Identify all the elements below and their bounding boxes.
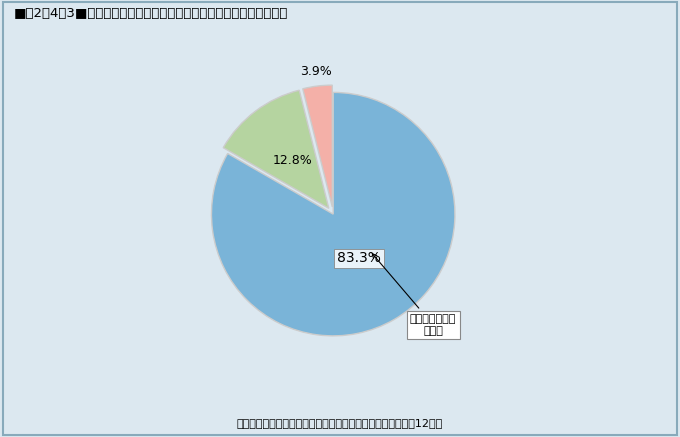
Text: 83.3%: 83.3% bbox=[337, 251, 381, 265]
Text: 建物倒壊による
圧死等: 建物倒壊による 圧死等 bbox=[373, 254, 456, 336]
Text: 3.9%: 3.9% bbox=[300, 65, 332, 78]
Wedge shape bbox=[303, 85, 333, 207]
Wedge shape bbox=[211, 92, 455, 336]
Text: ■図2－4－3■　阪神・淡路大震災における牲牲者（神戸市内）の死因: ■図2－4－3■ 阪神・淡路大震災における牲牲者（神戸市内）の死因 bbox=[14, 7, 288, 20]
Wedge shape bbox=[223, 90, 329, 208]
Text: 出典：「神戸市内における検死統計」（兵庫県監察医，平成12年）: 出典：「神戸市内における検死統計」（兵庫県監察医，平成12年） bbox=[237, 418, 443, 428]
Text: 12.8%: 12.8% bbox=[273, 154, 313, 167]
